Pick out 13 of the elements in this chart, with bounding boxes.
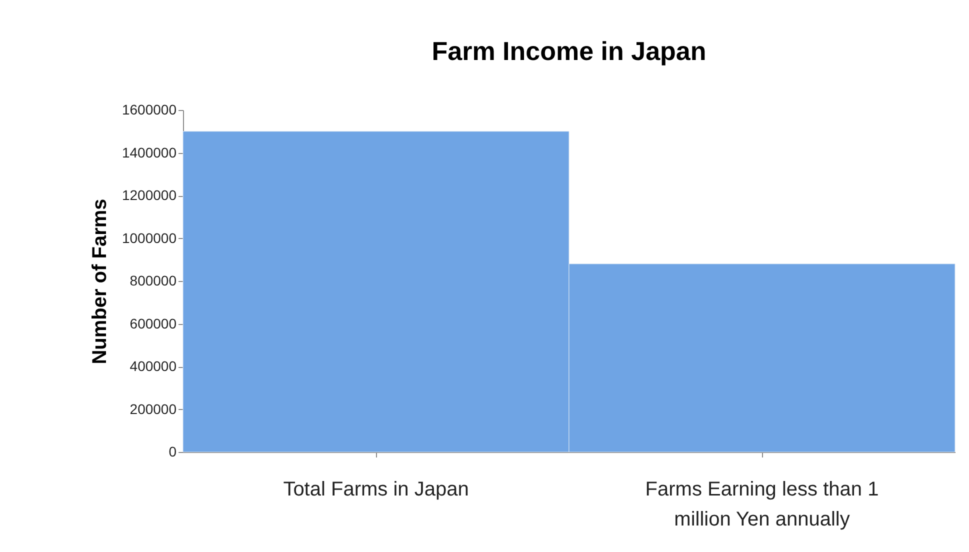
y-tick-label: 1200000 <box>122 187 177 203</box>
x-tick-label: Total Farms in Japan <box>283 478 469 500</box>
y-tick-label: 0 <box>168 444 177 460</box>
y-tick-label: 200000 <box>130 400 177 417</box>
x-tick-label: Farms Earning less than 1 million Yen annually <box>645 478 879 530</box>
y-tick-label: 800000 <box>130 272 177 288</box>
y-axis-title: Number of Farms <box>88 198 111 364</box>
y-tick-label: 1000000 <box>122 230 177 246</box>
y-tick-label: 400000 <box>130 358 177 374</box>
y-tick-label: 1600000 <box>122 102 177 118</box>
chart-title: Farm Income in Japan <box>432 36 706 66</box>
y-tick-label: 600000 <box>130 315 177 332</box>
y-tick-label: 1400000 <box>122 144 177 160</box>
